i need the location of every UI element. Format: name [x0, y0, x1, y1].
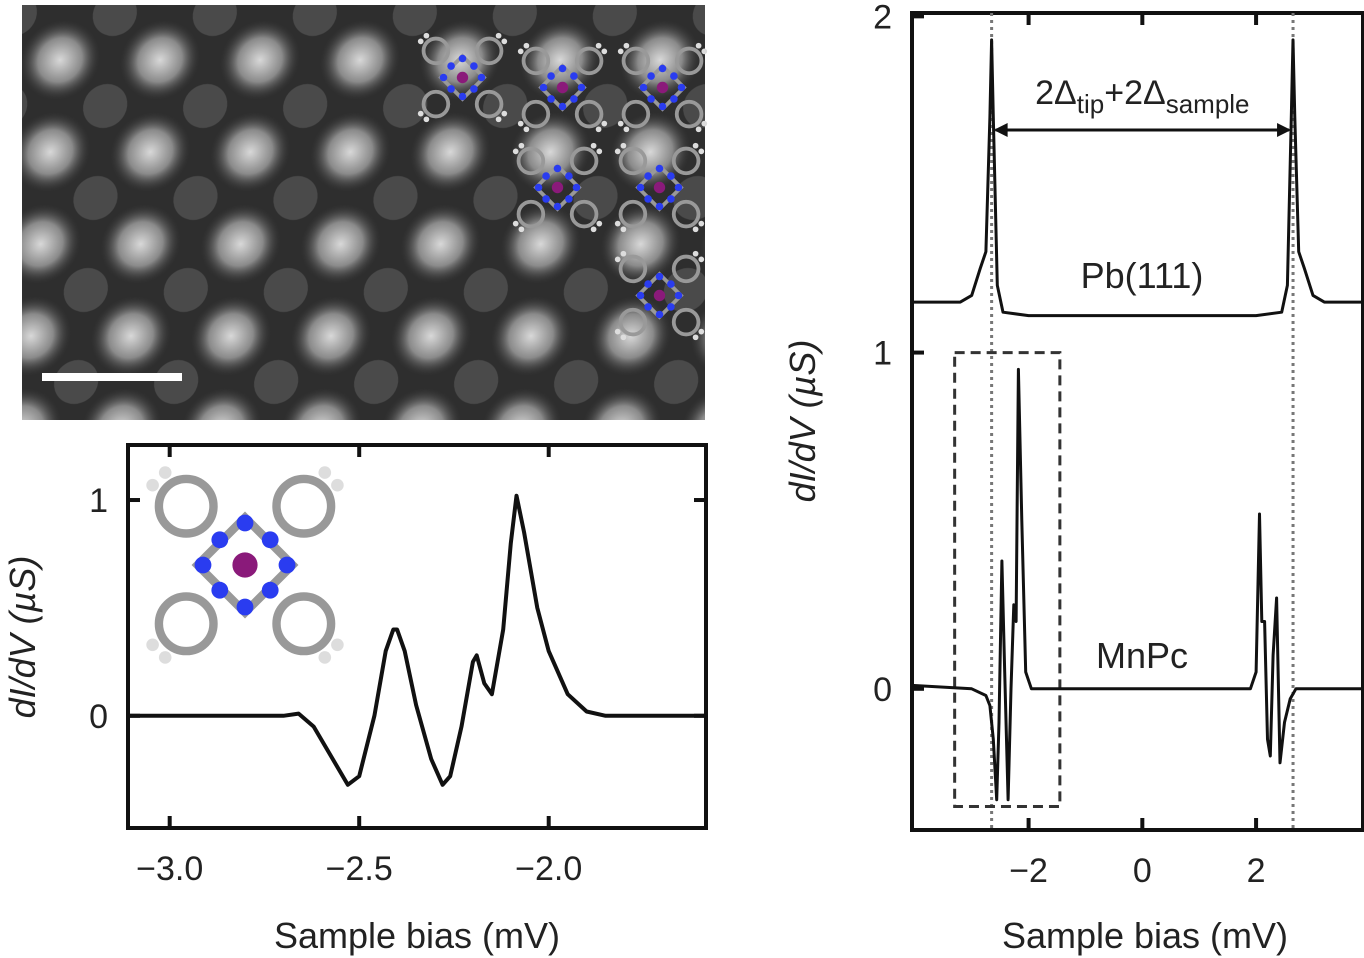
x-tick-label: −3.0: [136, 850, 203, 888]
y-axis-label: dI/dV (µS): [782, 340, 823, 503]
highlight-box: [953, 351, 1062, 808]
y-tick-label: 1: [873, 335, 892, 373]
series-label: Pb(111): [1081, 255, 1204, 296]
annotation: 2Δtip+2Δsample: [1035, 74, 1249, 119]
data-line: [128, 493, 706, 787]
x-tick-label: 0: [1133, 852, 1152, 890]
data-line: [912, 38, 1363, 318]
y-tick-label: 0: [873, 671, 892, 709]
series-label: MnPc: [1096, 635, 1188, 676]
stm-image: [22, 5, 710, 420]
x-axis-label: Sample bias (mV): [274, 915, 560, 956]
y-tick-label: 2: [873, 0, 892, 36]
y-tick-label: 1: [89, 482, 108, 520]
annotation-part: tip: [1077, 89, 1104, 119]
x-axis-label: Sample bias (mV): [1002, 915, 1288, 956]
annotation-part: +2Δ: [1104, 74, 1165, 112]
y-axis-label: dI/dV (µS): [2, 556, 43, 719]
molecule-inset: [146, 466, 343, 663]
annotation-part: 2Δ: [1035, 74, 1077, 112]
plot-frame: [126, 443, 708, 830]
x-tick-label: −2.0: [515, 850, 582, 888]
x-tick-label: 2: [1247, 852, 1266, 890]
annotation-part: sample: [1166, 89, 1250, 119]
plot-frame: [910, 11, 1364, 832]
x-tick-label: −2: [1009, 852, 1048, 890]
y-tick-label: 0: [89, 698, 108, 736]
data-line: [912, 367, 1363, 802]
scale-bar: [42, 373, 182, 381]
x-tick-label: −2.5: [326, 850, 393, 888]
